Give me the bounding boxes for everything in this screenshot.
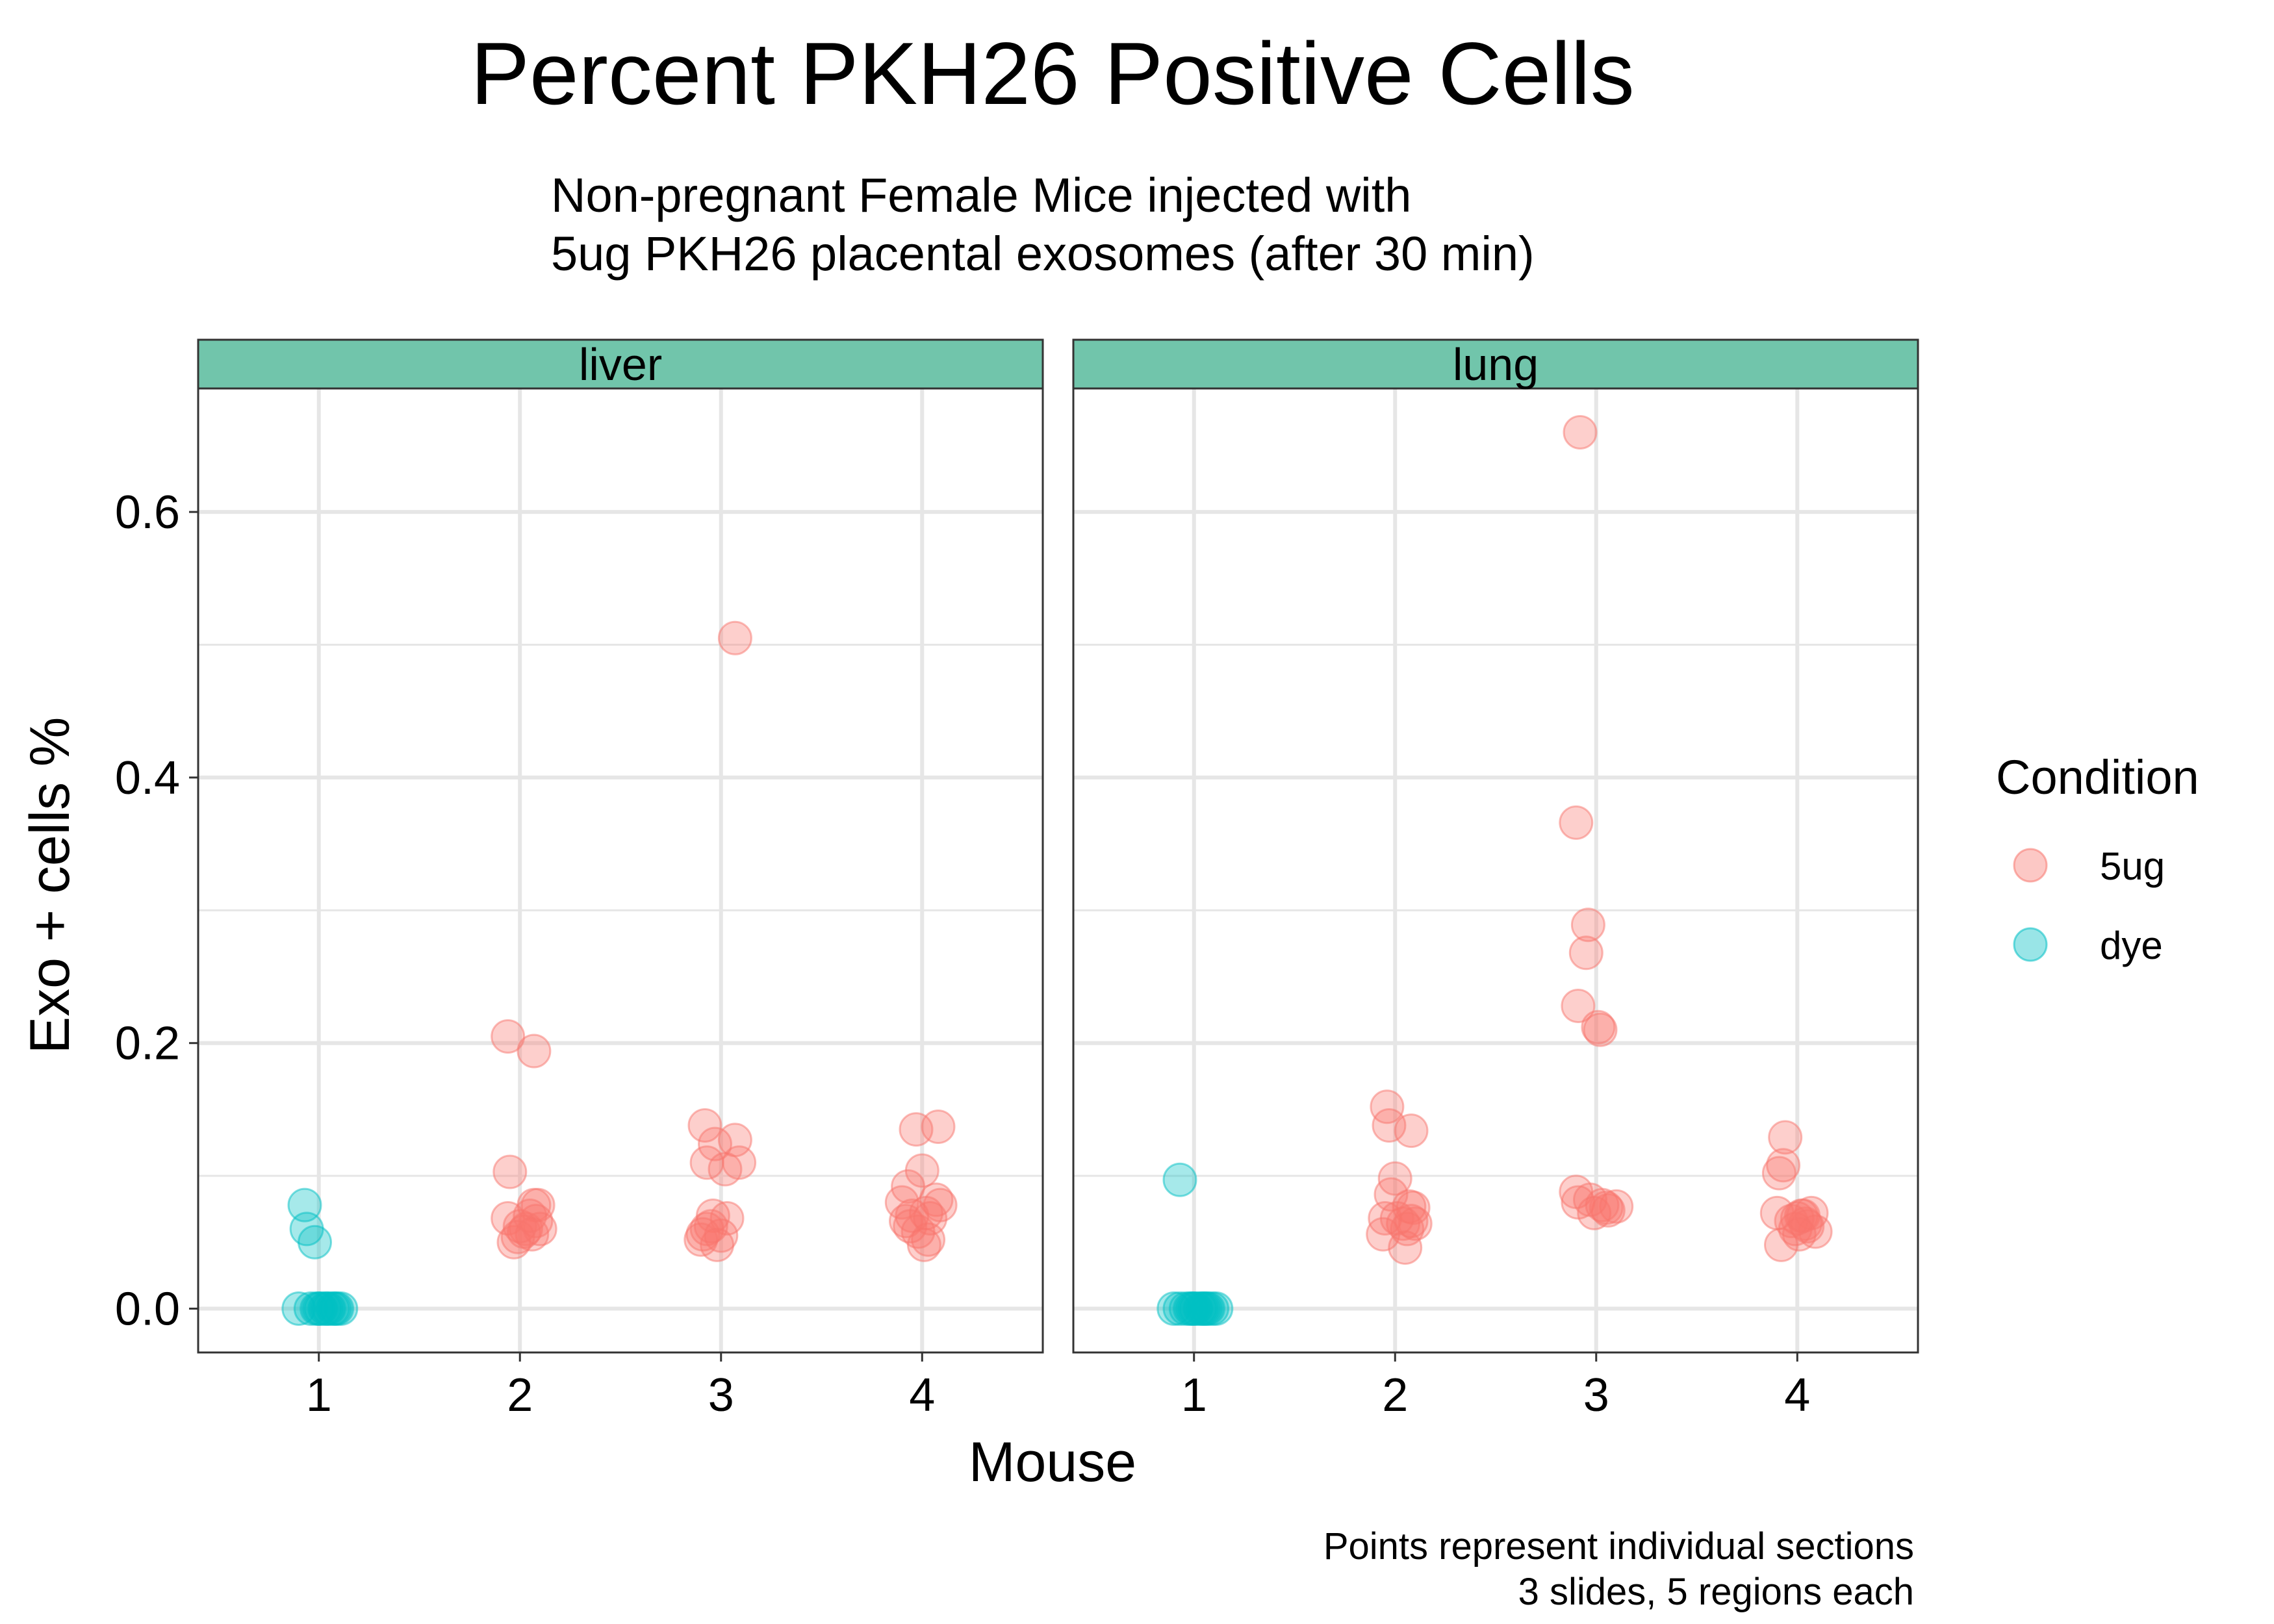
data-point-5ug xyxy=(1768,1120,1803,1155)
legend-title: Condition xyxy=(1996,750,2199,804)
x-tick-label: 4 xyxy=(909,1369,935,1421)
data-point-5ug xyxy=(899,1112,934,1147)
x-tick-label: 4 xyxy=(1784,1369,1810,1421)
data-point-5ug xyxy=(1563,415,1598,450)
x-axis-title: Mouse xyxy=(969,1431,1136,1493)
legend-key-dye xyxy=(2013,927,2048,962)
data-point-5ug xyxy=(1570,907,1605,943)
legend-label-dye: dye xyxy=(2100,924,2163,967)
legend-key-5ug xyxy=(2013,848,2048,883)
data-point-5ug xyxy=(517,1034,552,1069)
y-axis-title: Exo + cells % xyxy=(19,717,81,1054)
data-point-5ug xyxy=(722,1145,757,1180)
data-point-5ug xyxy=(1583,1012,1618,1047)
data-point-5ug xyxy=(1372,1108,1407,1143)
data-point-5ug xyxy=(1568,935,1603,971)
data-point-5ug xyxy=(683,1222,719,1257)
facet-strip xyxy=(197,338,1044,390)
x-tick-label: 1 xyxy=(306,1369,332,1421)
data-point-5ug xyxy=(491,1019,526,1054)
data-point-5ug xyxy=(522,1212,557,1247)
panels: liver 1 2 3 4 lung 1 2 3 4 0.0 0.2 0.4 0.6 xyxy=(115,338,1919,1421)
panel-lung: lung 1 2 3 4 xyxy=(1072,338,1919,1421)
panel-liver: liver 1 2 3 4 xyxy=(197,338,1044,1421)
x-tick-label: 1 xyxy=(1181,1369,1207,1421)
y-tick-label: 0.6 xyxy=(115,487,180,539)
series-dye xyxy=(1156,1162,1234,1326)
x-tick-label: 2 xyxy=(507,1369,533,1421)
x-tick-label: 2 xyxy=(1382,1369,1408,1421)
data-point-5ug xyxy=(1388,1230,1423,1265)
x-tick-label: 3 xyxy=(1583,1369,1609,1421)
data-point-5ug xyxy=(1599,1189,1634,1224)
facet-strip-label: liver xyxy=(579,339,662,390)
data-point-5ug xyxy=(1394,1113,1429,1148)
data-point-5ug xyxy=(1561,989,1596,1023)
chart-subtitle-line-2: 5ug PKH26 placental exosomes (after 30 m… xyxy=(551,227,1535,281)
data-point-5ug xyxy=(906,1227,941,1262)
y-axis: 0.0 0.2 0.4 0.6 xyxy=(115,487,198,1336)
data-point-5ug xyxy=(1761,1156,1796,1191)
data-point-dye xyxy=(1177,1291,1212,1326)
y-tick-label: 0.4 xyxy=(115,752,180,804)
data-point-dye xyxy=(298,1224,332,1260)
data-point-dye xyxy=(1162,1162,1197,1197)
data-point-5ug xyxy=(1573,1182,1607,1217)
caption-line-2: 3 slides, 5 regions each xyxy=(1518,1571,1914,1613)
y-tick-label: 0.0 xyxy=(115,1284,180,1336)
data-point-dye xyxy=(318,1291,352,1326)
data-point-5ug xyxy=(1379,1201,1414,1236)
legend: Condition 5ug dye xyxy=(1996,750,2199,967)
data-point-5ug xyxy=(1589,1190,1624,1225)
legend-label-5ug: 5ug xyxy=(2100,844,2165,888)
series-dye xyxy=(281,1187,359,1326)
data-point-5ug xyxy=(913,1201,948,1236)
series-5ug xyxy=(1366,415,1833,1265)
data-point-dye xyxy=(309,1291,344,1326)
data-point-5ug xyxy=(893,1209,928,1244)
data-point-5ug xyxy=(1786,1199,1821,1233)
series-5ug xyxy=(491,620,958,1262)
data-point-5ug xyxy=(687,1108,722,1143)
data-point-5ug xyxy=(492,1154,528,1189)
data-point-5ug xyxy=(1559,805,1594,840)
chart-title: Percent PKH26 Positive Cells xyxy=(470,24,1634,123)
caption-line-1: Points represent individual sections xyxy=(1323,1525,1914,1567)
facet-strip xyxy=(1072,338,1919,390)
y-tick-label: 0.2 xyxy=(115,1018,180,1070)
facet-strip-label: lung xyxy=(1453,339,1539,390)
data-point-5ug xyxy=(1581,1009,1616,1045)
data-point-5ug xyxy=(717,620,752,655)
data-point-5ug xyxy=(1394,1204,1429,1239)
data-point-5ug xyxy=(1370,1089,1405,1124)
data-point-5ug xyxy=(500,1219,535,1254)
x-tick-label: 3 xyxy=(708,1369,734,1421)
data-point-5ug xyxy=(921,1110,956,1144)
data-point-dye xyxy=(1188,1291,1223,1326)
chart-subtitle-line-1: Non-pregnant Female Mice injected with xyxy=(551,168,1411,222)
